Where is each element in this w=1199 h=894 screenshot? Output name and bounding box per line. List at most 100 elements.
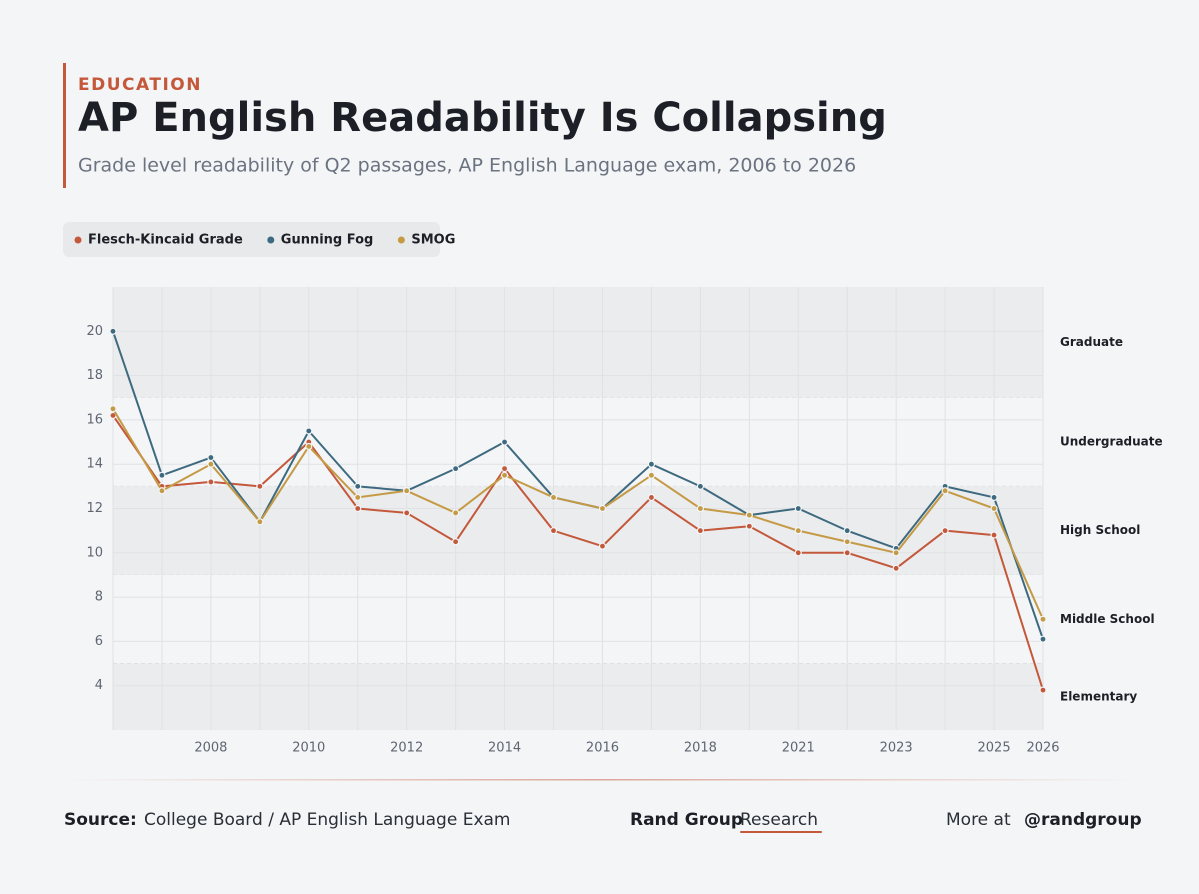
more-label: More at xyxy=(946,810,1011,830)
brand: Rand Group xyxy=(630,810,743,830)
data-point xyxy=(549,493,558,502)
data-point xyxy=(452,538,460,546)
data-point xyxy=(990,504,998,513)
y-tick-label: 8 xyxy=(95,590,103,605)
y-tick-label: 16 xyxy=(86,412,103,427)
data-point xyxy=(745,511,753,519)
data-point xyxy=(1039,686,1047,694)
x-tick-label: 2026 xyxy=(1026,741,1059,756)
legend-swatch xyxy=(267,236,275,244)
x-tick-label: 2021 xyxy=(782,741,815,756)
data-point xyxy=(941,487,949,495)
data-point xyxy=(354,504,362,513)
data-point xyxy=(403,509,411,517)
band xyxy=(113,397,1043,487)
data-point xyxy=(1039,635,1047,643)
data-point xyxy=(1039,615,1047,623)
band-label: Middle School xyxy=(1060,612,1155,626)
data-point xyxy=(843,549,851,557)
x-tick-label: 2008 xyxy=(194,741,227,756)
legend-swatch xyxy=(74,236,82,244)
data-point xyxy=(647,493,656,502)
data-point xyxy=(305,427,313,435)
data-point xyxy=(598,542,607,550)
data-point xyxy=(696,527,704,535)
source: College Board / AP English Language Exam xyxy=(144,810,510,830)
accent-bar xyxy=(63,63,66,188)
data-point xyxy=(500,438,509,446)
data-point xyxy=(207,460,215,468)
band xyxy=(113,574,1043,664)
data-point xyxy=(696,504,704,513)
x-tick-label: 2025 xyxy=(978,741,1011,756)
y-tick-label: 10 xyxy=(86,545,103,560)
source-label: Source: xyxy=(64,810,137,830)
data-point xyxy=(500,471,509,479)
data-point xyxy=(207,478,215,486)
data-point xyxy=(892,564,900,572)
data-point xyxy=(256,482,264,490)
subtitle: Grade level readability of Q2 passages, … xyxy=(78,155,856,177)
x-tick-label: 2012 xyxy=(390,741,423,756)
y-tick-label: 14 xyxy=(86,457,103,472)
legend-label: SMOG xyxy=(411,233,455,248)
chart-title: AP English Readability Is Collapsing xyxy=(78,95,887,141)
y-tick-label: 20 xyxy=(86,324,103,339)
data-point xyxy=(598,504,607,513)
legend-label: Flesch-Kincaid Grade xyxy=(88,233,243,248)
data-point xyxy=(354,482,362,490)
band xyxy=(113,663,1043,730)
data-point xyxy=(109,405,117,413)
data-point xyxy=(794,527,802,535)
data-point xyxy=(990,493,998,502)
y-tick-label: 6 xyxy=(95,634,103,649)
x-tick-label: 2023 xyxy=(880,741,913,756)
data-point xyxy=(158,471,166,479)
data-point xyxy=(500,465,509,473)
band xyxy=(113,287,1043,398)
legend-label: Gunning Fog xyxy=(281,233,374,248)
data-point xyxy=(843,527,851,535)
data-point xyxy=(941,527,949,535)
footer-rule xyxy=(66,779,1136,781)
data-point xyxy=(256,518,264,526)
data-point xyxy=(745,522,753,530)
data-point xyxy=(696,482,704,490)
data-point xyxy=(305,442,313,451)
data-point xyxy=(647,471,656,479)
data-point xyxy=(354,493,362,502)
data-point xyxy=(452,509,460,517)
data-point xyxy=(794,549,802,557)
y-tick-label: 18 xyxy=(86,368,103,383)
y-tick-label: 4 xyxy=(95,678,103,693)
series-line xyxy=(112,408,1044,620)
data-point xyxy=(990,531,998,539)
data-point xyxy=(549,527,558,535)
brand-suffix: Research xyxy=(740,810,818,830)
data-point xyxy=(403,487,411,495)
data-point xyxy=(843,538,851,546)
kicker: EDUCATION xyxy=(78,75,202,95)
series-line xyxy=(112,414,1044,691)
legend xyxy=(63,222,440,257)
x-tick-label: 2016 xyxy=(586,741,619,756)
brand-underline xyxy=(740,831,822,833)
band-label: Undergraduate xyxy=(1060,435,1163,449)
x-tick-label: 2018 xyxy=(684,741,717,756)
data-point xyxy=(207,453,215,462)
band-label: High School xyxy=(1060,523,1140,537)
data-point xyxy=(647,460,656,468)
band xyxy=(113,486,1043,575)
handle: @randgroup xyxy=(1024,810,1142,830)
data-point xyxy=(452,465,460,473)
x-tick-label: 2010 xyxy=(292,741,325,756)
data-point xyxy=(892,549,900,557)
band-label: Elementary xyxy=(1060,689,1137,703)
y-tick-label: 12 xyxy=(86,501,103,516)
legend-swatch xyxy=(397,236,405,244)
data-point xyxy=(158,487,166,495)
x-tick-label: 2014 xyxy=(488,741,521,756)
band-label: Graduate xyxy=(1060,335,1123,349)
